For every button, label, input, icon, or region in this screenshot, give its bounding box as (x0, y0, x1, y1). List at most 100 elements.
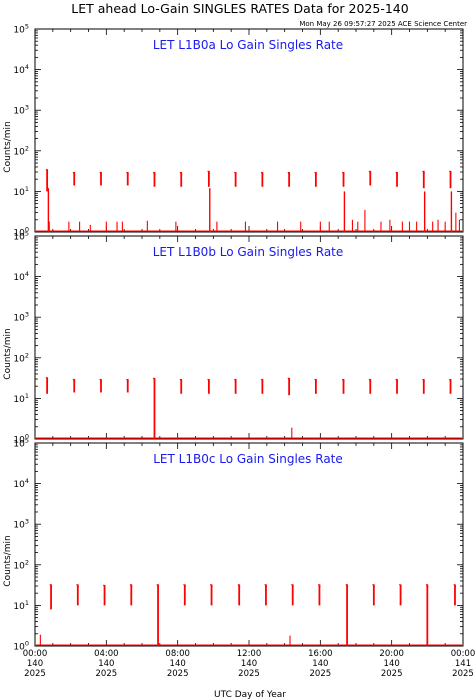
rate-spike-tip (448, 170, 452, 175)
y-tick-label: 102 (13, 351, 29, 364)
x-tick-label-line: 140 (170, 659, 186, 669)
rate-spike-tip (395, 171, 399, 176)
x-tick-label-line: 140 (27, 659, 43, 669)
rate-spike-tip (179, 378, 183, 383)
y-tick-label: 104 (13, 270, 29, 283)
x-tick-label-line: 140 (384, 659, 400, 669)
panel-label: LET L1B0c Lo Gain Singles Rate (153, 452, 343, 466)
x-tick-label-line: 00:00 (23, 649, 48, 659)
rate-spike-tip (317, 584, 321, 588)
y-tick-label: 105 (13, 437, 29, 450)
y-tick-label: 100 (13, 640, 29, 653)
rate-spike-tip (207, 170, 211, 175)
rate-spike-tip (76, 584, 80, 588)
y-tick-label: 104 (13, 63, 29, 76)
x-tick-label-line: 2025 (452, 669, 474, 679)
x-tick-label-line: 12:00 (237, 649, 262, 659)
y-tick-label: 102 (13, 144, 29, 157)
panels: 100 101 102 103 104 105 Counts/min LET L1B0a Lo… (3, 23, 475, 680)
x-tick-label-line: 140 (312, 659, 328, 669)
rate-spike-tip (72, 171, 76, 176)
panel-label: LET L1B0a Lo Gain Singles Rate (153, 38, 343, 52)
rate-spike-tip (102, 584, 106, 589)
panel-3: 100 101 102 103 104 105 Counts/min LET L1B0c Lo… (3, 437, 464, 653)
rate-spike-tip (99, 171, 103, 176)
rate-spike-tip (395, 378, 399, 383)
y-tick-label: 103 (13, 518, 29, 531)
rate-spike-tip (422, 378, 425, 383)
x-tick-label-line: 140 (241, 659, 257, 669)
y-axis-label: Counts/min (3, 121, 13, 172)
rate-spike-tip (368, 170, 372, 175)
rate-spike-tip (453, 584, 457, 588)
x-tick-label-line: 2025 (310, 669, 332, 679)
y-tick-label: 105 (13, 230, 29, 243)
y-tick-label: 103 (13, 104, 29, 117)
y-axis-label: Counts/min (3, 328, 13, 379)
rate-spike-tip (234, 171, 237, 176)
x-tick-label-line: 2025 (24, 669, 46, 679)
rate-spike-tip (341, 378, 345, 383)
y-tick-label: 102 (13, 558, 29, 571)
x-axis-label: UTC Day of Year (214, 690, 286, 700)
rate-spike-tip (425, 584, 429, 588)
rate-spike-tip (179, 171, 183, 176)
rate-spike-tip (314, 378, 318, 383)
x-tick-label-line: 141 (455, 659, 471, 669)
x-tick-label-line: 140 (98, 659, 114, 669)
y-tick-label: 101 (13, 392, 29, 405)
y-tick-label: 104 (13, 477, 29, 490)
panel-1: 100 101 102 103 104 105 Counts/min LET L1B0a Lo… (3, 23, 464, 239)
y-tick-label: 100 (13, 433, 29, 446)
rate-spike-tip (129, 584, 133, 588)
rate-spike-tip (314, 171, 318, 176)
rate-spike-tip (345, 584, 349, 588)
x-tick-label-line: 00:00 (451, 649, 475, 659)
rate-spike-tip (448, 378, 452, 383)
x-tick-label-line: 2025 (238, 669, 260, 679)
rate-spike-tip (260, 378, 264, 383)
rate-spike-tip (152, 171, 156, 176)
rate-spike-tip (152, 377, 156, 382)
y-axis-label: Counts/min (3, 535, 13, 586)
rate-spike-tip (207, 378, 211, 383)
y-tick-label: 103 (13, 311, 29, 324)
rate-spike-tip (287, 377, 291, 382)
rate-spike-tip (291, 584, 294, 588)
rate-spike-tip (126, 171, 129, 176)
rate-spike-tip (156, 584, 160, 588)
panel-label: LET L1B0b Lo Gain Singles Rate (153, 245, 344, 259)
x-tick-label-line: 16:00 (308, 649, 333, 659)
chart-subtitle: Mon May 26 09:57:27 2025 ACE Science Cen… (299, 20, 467, 28)
rate-spike-tip (264, 584, 268, 588)
rate-spike-tip (234, 378, 237, 383)
rate-spike-tip (183, 584, 187, 588)
rate-spike-tip (45, 169, 49, 173)
x-tick-label-line: 2025 (167, 669, 189, 679)
y-tick-label: 105 (13, 23, 29, 36)
rate-spike-tip (126, 378, 129, 383)
rate-spike-tip (99, 378, 103, 383)
rate-spike-tip (209, 584, 213, 588)
rate-spike-tip (368, 378, 372, 383)
y-tick-label: 100 (13, 226, 29, 239)
x-tick-label-line: 08:00 (165, 649, 190, 659)
rate-spike-tip (398, 584, 402, 588)
chart-title: LET ahead Lo-Gain SINGLES RATES Data for… (71, 1, 408, 16)
rate-spike-tip (260, 171, 264, 176)
panel-2: 100 101 102 103 104 105 Counts/min LET L1B0b Lo… (3, 230, 464, 446)
rate-spike-tip (45, 377, 49, 381)
x-tick-label-line: 04:00 (94, 649, 119, 659)
rate-spike-tip (49, 584, 53, 588)
rate-spike-tip (287, 171, 291, 176)
rate-spike-tip (372, 584, 376, 588)
rate-spike-tip (72, 378, 76, 383)
